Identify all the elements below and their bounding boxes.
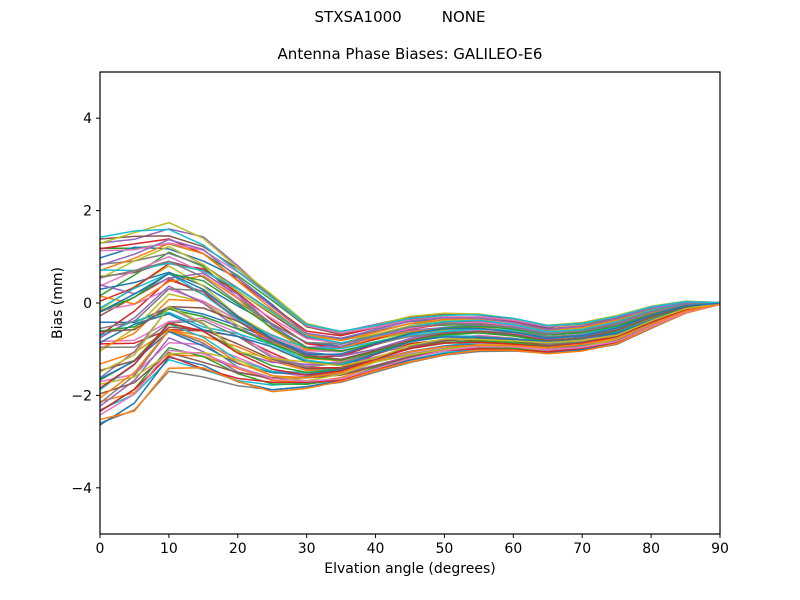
bias-curve xyxy=(100,302,720,360)
x-tick-label: 70 xyxy=(573,541,591,557)
y-axis-label: Bias (mm) xyxy=(50,266,66,340)
bias-curve xyxy=(100,228,720,333)
bias-curve xyxy=(100,303,720,399)
x-tick-label: 90 xyxy=(711,541,729,557)
suptitle: STXSA1000 NONE xyxy=(0,9,800,26)
bias-curve xyxy=(100,303,720,416)
bias-curve xyxy=(100,272,720,349)
suptitle-radome: NONE xyxy=(441,8,486,26)
bias-curve xyxy=(100,238,720,339)
y-tick-label: −2 xyxy=(71,388,92,404)
bias-curve xyxy=(100,221,720,333)
axes-spines xyxy=(99,71,721,535)
bias-curve xyxy=(100,272,720,355)
y-tick-label: −4 xyxy=(71,481,92,497)
bias-curve xyxy=(100,303,720,386)
x-tick-label: 0 xyxy=(96,541,105,557)
y-tick-label: 4 xyxy=(83,111,92,127)
bias-curve xyxy=(100,242,720,342)
x-tick-label: 20 xyxy=(229,541,247,557)
y-tick-label: 2 xyxy=(83,204,92,220)
chart-title: Antenna Phase Biases: GALILEO-E6 xyxy=(277,45,543,63)
x-axis-label: Elvation angle (degrees) xyxy=(324,561,496,577)
bias-curve xyxy=(100,303,720,389)
x-tick-label: 60 xyxy=(504,541,522,557)
bias-curve xyxy=(100,260,720,346)
x-tick-label: 80 xyxy=(642,541,660,557)
x-tick-label: 10 xyxy=(160,541,178,557)
x-tick-label: 30 xyxy=(298,541,316,557)
x-tick-label: 40 xyxy=(367,541,385,557)
bias-curve xyxy=(100,288,720,357)
bias-curves xyxy=(100,221,720,426)
x-tick-label: 50 xyxy=(436,541,454,557)
bias-curve xyxy=(100,303,720,421)
y-tick-label: 0 xyxy=(83,296,92,312)
bias-curve xyxy=(100,302,720,373)
suptitle-station: STXSA1000 xyxy=(314,8,402,26)
bias-curve xyxy=(100,302,720,367)
